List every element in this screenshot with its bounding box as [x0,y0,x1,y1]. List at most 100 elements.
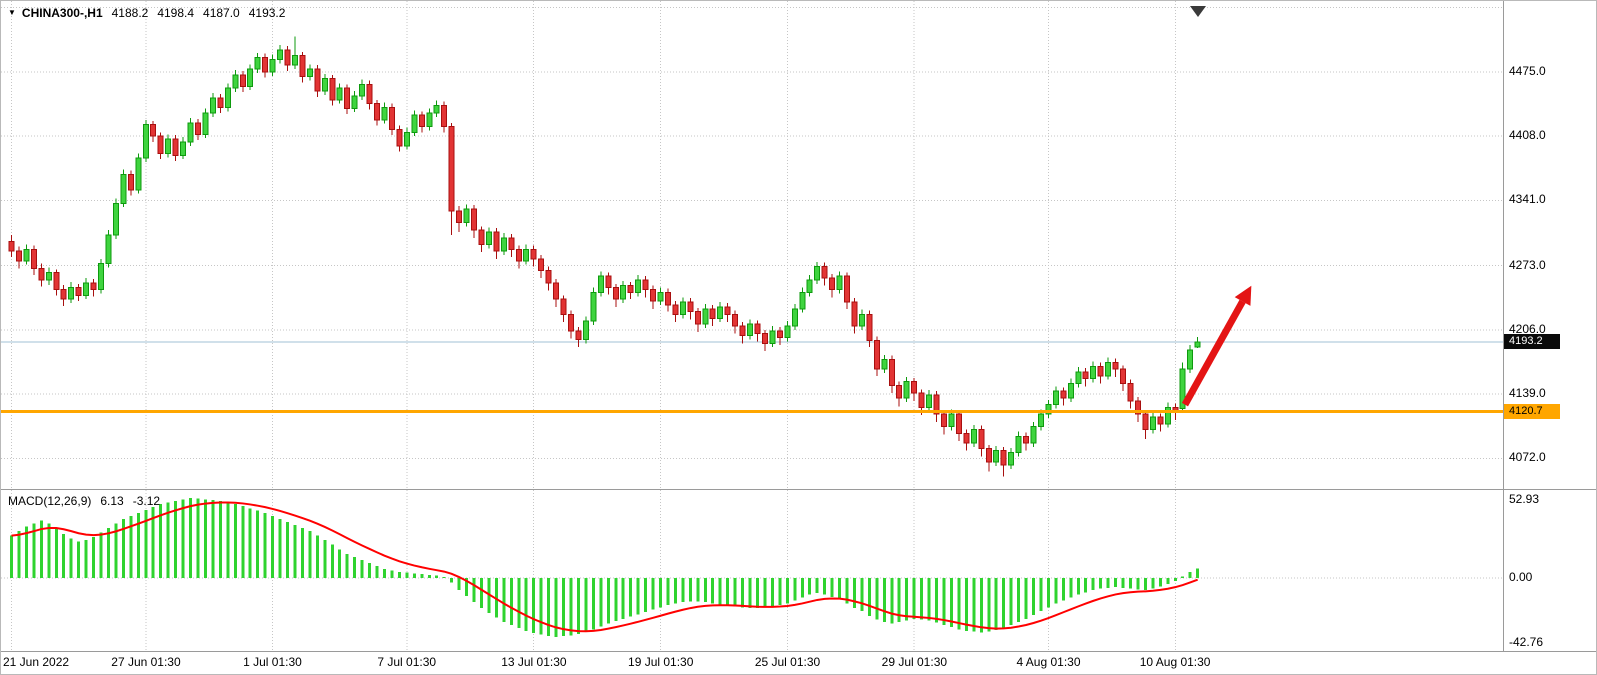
macd-histogram-bar [1061,577,1065,601]
macd-histogram-bar [442,577,446,579]
time-tick-label: 7 Jul 01:30 [377,655,437,669]
candle-body [888,359,895,386]
candle-body [911,381,918,394]
candle-body [463,208,470,223]
candle-body [627,285,634,293]
candle-body [277,49,284,60]
time-tick-label: 29 Jul 01:30 [881,655,948,669]
macd-histogram-bar [875,577,879,620]
macd-histogram-bar [114,523,118,578]
candle-body [702,308,709,325]
macd-histogram-bar [1143,577,1147,591]
trend-arrow-head[interactable] [1234,285,1252,306]
candle-body [366,83,373,105]
macd-histogram-bar [465,577,469,597]
main-chart-pane[interactable] [1,1,1503,489]
macd-histogram-bar [69,538,73,578]
macd-histogram-bar [181,499,185,578]
macd-histogram-bar [136,512,140,578]
candle-body [754,323,761,335]
trend-arrow-shaft[interactable] [1181,299,1246,407]
candle-body [344,87,351,109]
candle-body [597,275,604,293]
candle-body [918,392,925,409]
macd-histogram-bar [233,503,237,578]
time-tick-label: 19 Jul 01:30 [628,655,694,669]
price-tick-label: 4206.0 [1509,321,1546,336]
ohlc-close: 4193.2 [248,6,286,20]
macd-histogram-bar [920,577,924,620]
macd-histogram-bar [800,577,804,598]
macd-histogram-bar [718,577,722,605]
candle-body [1045,404,1052,415]
macd-histogram-bar [524,577,528,631]
macd-histogram-bar [1091,577,1095,591]
candle-body [1008,452,1015,466]
macd-histogram-bar [897,577,901,622]
candle-body [687,301,694,313]
candle-body [1000,450,1007,466]
macd-histogram-bar [256,510,260,578]
time-axis[interactable]: 21 Jun 2022 27 Jun 01:30 1 Jul 01:30 7 Jul … [1,652,1503,674]
candle-body [538,258,545,271]
macd-histogram-bar [1069,577,1073,598]
candle-body [523,248,530,262]
macd-histogram-bar [651,577,655,610]
candle-body [508,237,515,250]
macd-histogram-bar [1181,576,1185,578]
macd-histogram-bar [1084,577,1088,593]
macd-histogram-bar [286,522,290,578]
macd-histogram-bar [666,577,670,606]
candle-body [15,250,22,262]
macd-histogram-bar [644,577,648,612]
macd-name: MACD(12,26,9) [8,494,92,508]
macd-histogram-bar [203,499,207,578]
candle-body [403,131,410,147]
macd-histogram-bar [1173,577,1177,582]
candle-body [478,229,485,246]
candle-body [98,263,105,291]
price-tag-4120.7[interactable]: 4120.7 [1504,403,1560,419]
macd-indicator-pane[interactable] [1,490,1503,651]
macd-histogram-bar [912,577,916,619]
macd-histogram-bar [189,498,193,578]
candle-body [165,138,172,154]
candle-body [359,83,366,97]
price-axis[interactable]: 4475.0 4408.0 4341.0 4273.0 4206.0 4139.0 4072… [1504,1,1596,651]
macd-histogram-bar [84,540,88,578]
candle-body [672,304,679,316]
indicator-tick-label: 52.93 [1509,492,1540,506]
candle-body [545,269,552,284]
candle-body [747,323,754,337]
candle-body [1134,400,1141,415]
candle-body [202,112,209,135]
candle-body [963,432,970,444]
candle-body [232,74,239,89]
symbol-dropdown-icon[interactable]: ▼ [8,8,16,17]
candle-body [657,291,664,302]
macd-histogram-bar [323,540,327,578]
candle-body [75,287,82,296]
macd-histogram-bar [308,531,312,578]
macd-histogram-bar [1017,577,1021,622]
candle-body [120,174,127,204]
macd-signal-value: -3.12 [132,494,161,508]
macd-histogram-bar [54,528,58,578]
macd-histogram-bar [450,577,454,583]
candle-body [1120,368,1127,385]
main-chart-canvas[interactable] [1,1,1503,489]
candle-body [858,314,865,327]
chart-shift-marker-icon [1190,6,1206,17]
macd-histogram-bar [905,577,909,621]
macd-histogram-bar [890,577,894,624]
macd-histogram-bar [315,535,319,578]
macd-histogram-bar [32,523,36,578]
macd-histogram-bar [606,577,610,624]
macd-histogram-bar [815,577,819,594]
macd-histogram-bar [696,577,700,602]
macd-histogram-bar [584,577,588,632]
macd-canvas[interactable] [1,490,1503,651]
pane-separator[interactable] [1,489,1596,490]
candle-body [38,267,45,281]
macd-histogram-bar [711,577,715,604]
